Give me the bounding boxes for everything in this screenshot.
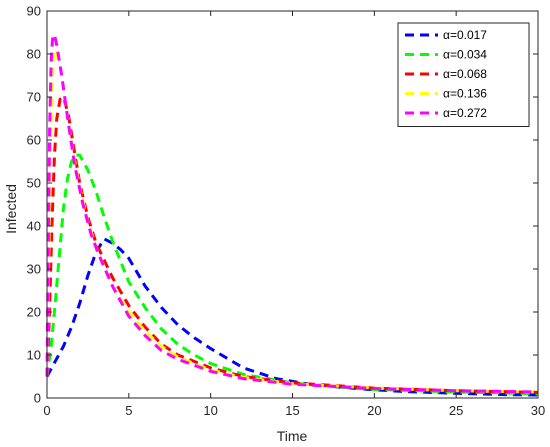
legend-label-3: α=0.068 xyxy=(443,67,487,81)
x-tick-label: 5 xyxy=(125,403,132,418)
plot-area xyxy=(45,33,539,397)
y-tick-label: 0 xyxy=(34,391,41,406)
x-tick-label: 10 xyxy=(203,403,217,418)
y-tick-label: 50 xyxy=(27,176,41,191)
y-tick-label: 60 xyxy=(27,133,41,148)
y-tick-label: 30 xyxy=(27,262,41,277)
legend-label-1: α=0.017 xyxy=(443,28,487,42)
x-tick-label: 30 xyxy=(531,403,545,418)
series-line-1 xyxy=(45,237,539,397)
y-tick-label: 80 xyxy=(27,47,41,62)
y-tick-label: 10 xyxy=(27,348,41,363)
y-tick-label: 70 xyxy=(27,90,41,105)
series-line-2 xyxy=(45,153,539,396)
legend-box xyxy=(397,22,530,127)
x-axis-title: Time xyxy=(277,428,308,444)
x-tick-label: 0 xyxy=(43,403,50,418)
legend-label-4: α=0.136 xyxy=(443,87,487,101)
y-axis-title: Infected xyxy=(3,184,19,234)
y-tick-label: 40 xyxy=(27,219,41,234)
legend: α=0.017 α=0.034 α=0.068 α=0.136 α=0.272 xyxy=(397,22,530,127)
legend-label-2: α=0.034 xyxy=(443,48,487,62)
x-tick-label: 20 xyxy=(367,403,381,418)
y-tick-label: 90 xyxy=(27,4,41,19)
series-line-5 xyxy=(45,33,539,394)
legend-label-5: α=0.272 xyxy=(443,106,487,120)
axes: 0 5 10 15 20 25 30 0 10 20 30 40 50 60 70 80 90 xyxy=(27,4,546,419)
y-tick-label: 20 xyxy=(27,305,41,320)
x-tick-label: 15 xyxy=(285,403,299,418)
x-tick-label: 25 xyxy=(449,403,463,418)
series-line-3 xyxy=(45,95,539,394)
